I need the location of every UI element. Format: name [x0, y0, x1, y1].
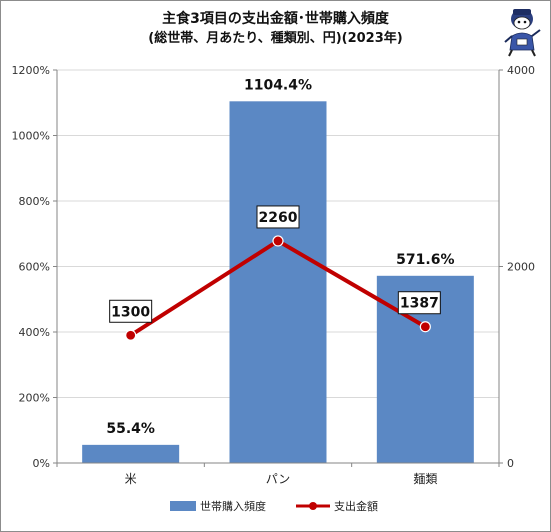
y-left-tick-label: 0% — [33, 457, 50, 470]
bar-value-label: 571.6% — [396, 252, 454, 268]
y-left-tick-label: 1200% — [12, 64, 50, 77]
x-tick-label: パン — [266, 472, 291, 486]
bar-1 — [229, 101, 327, 464]
chart-subtitle: (総世帯、月あたり、種類別、円)(2023年) — [148, 31, 403, 46]
line-point-1 — [272, 235, 284, 247]
chart-title: 主食3項目の支出金額･世帯購入頻度 — [162, 11, 389, 27]
y-left-tick-label: 1000% — [12, 130, 50, 143]
line-value-label: 1387 — [400, 296, 439, 312]
y-right-tick-label: 4000 — [507, 64, 535, 77]
line-value-box — [397, 291, 441, 315]
legend: 世帯購入頻度 支出金額 — [170, 499, 378, 513]
line-value-box — [256, 205, 300, 229]
axes: 0% 200% 400% 600% 800% 1000% 1200% 0 2000 4000 米 パン… — [12, 64, 535, 486]
legend-label-bars: 世帯購入頻度 — [200, 499, 266, 513]
x-tick-label: 麺類 — [413, 472, 437, 486]
line-point-2 — [419, 321, 431, 333]
y-left-tick-label: 400% — [19, 326, 50, 339]
y-left-tick-label: 600% — [19, 261, 50, 274]
bars — [82, 101, 474, 464]
y-right-tick-label: 0 — [507, 457, 514, 470]
line-value-label: 1300 — [111, 304, 150, 320]
legend-swatch-bars — [170, 501, 196, 511]
bar-0 — [82, 444, 180, 463]
y-left-tick-label: 800% — [19, 195, 50, 208]
y-right-tick-label: 2000 — [507, 261, 535, 274]
legend-swatch-marker — [309, 502, 317, 510]
y-left-tick-label: 200% — [19, 392, 50, 405]
legend-label-line: 支出金額 — [334, 499, 378, 513]
line-value-label: 2260 — [259, 210, 298, 226]
data-labels: 55.4% 1104.4% 571.6% 1300 2260 1387 — [106, 77, 454, 437]
line-point-0 — [125, 329, 137, 341]
bar-value-label: 1104.4% — [244, 77, 312, 93]
line-value-box — [109, 299, 153, 323]
chart-title-block: 主食3項目の支出金額･世帯購入頻度 (総世帯、月あたり、種類別、円)(2023年… — [0, 10, 551, 48]
bar-value-label: 55.4% — [106, 421, 155, 437]
mascot-logo-icon — [504, 9, 541, 57]
line-series — [125, 235, 431, 341]
x-tick-label: 米 — [125, 472, 137, 486]
